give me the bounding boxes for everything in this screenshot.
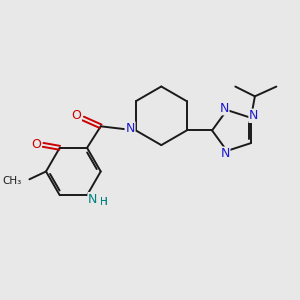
Text: N: N <box>219 102 229 115</box>
Text: N: N <box>88 193 98 206</box>
Text: N: N <box>125 122 135 135</box>
Text: H: H <box>100 197 107 207</box>
Text: N: N <box>220 147 230 160</box>
Text: CH₃: CH₃ <box>2 176 22 186</box>
Text: N: N <box>125 122 135 135</box>
Text: O: O <box>71 109 81 122</box>
Text: N: N <box>88 193 98 206</box>
Text: N: N <box>219 102 229 115</box>
Text: O: O <box>31 138 41 152</box>
Text: N: N <box>249 110 259 122</box>
Text: H: H <box>100 197 107 207</box>
Text: O: O <box>71 109 81 122</box>
Text: CH₃: CH₃ <box>2 176 22 186</box>
Text: N: N <box>220 147 230 160</box>
Text: O: O <box>31 138 41 152</box>
Text: N: N <box>249 110 259 122</box>
